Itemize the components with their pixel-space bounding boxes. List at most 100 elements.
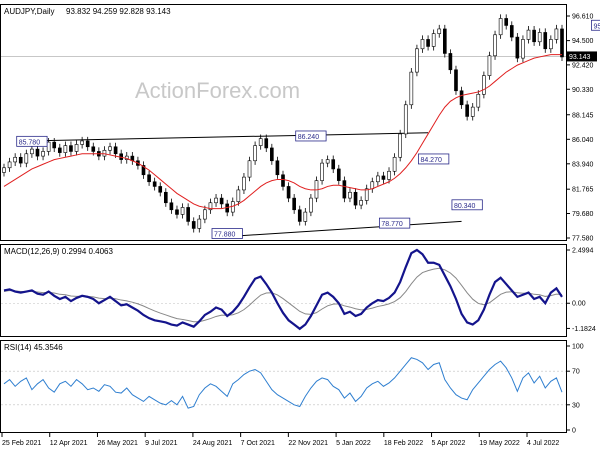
candle-body — [85, 140, 90, 148]
date-tick-label: 9 Jul 2021 — [145, 440, 177, 447]
candle-body — [376, 175, 380, 183]
candle-body — [437, 28, 442, 34]
ohlc-readout: 93.832 94.259 92.828 93.143 — [66, 7, 171, 16]
candle-body — [398, 133, 402, 158]
support-trendline — [227, 220, 462, 238]
candle-body — [147, 174, 151, 183]
last-price-label: 93.143 — [569, 54, 591, 61]
date-tick-label: 4 Jul 2022 — [527, 440, 559, 447]
price-tick-label: 83.940 — [572, 161, 594, 168]
candle-body — [270, 147, 274, 162]
candle-body — [470, 106, 475, 117]
candle-body — [454, 69, 458, 92]
candle-body — [57, 147, 62, 153]
date-tick-label: 24 Aug 2021 — [193, 440, 232, 447]
candle-body — [164, 191, 168, 204]
candle-body — [532, 29, 536, 43]
candle-body — [13, 156, 17, 163]
price-panel — [0, 4, 567, 241]
candle-body — [46, 141, 51, 152]
rsi-tick-label: 100 — [572, 344, 584, 351]
candle-body — [214, 197, 218, 204]
macd-tick-label: 0.00 — [572, 301, 586, 308]
price-label-box — [211, 228, 243, 239]
last-price-marker: 93.143 — [567, 51, 597, 62]
candle-body — [392, 156, 397, 172]
date-tick-label: 12 Apr 2021 — [50, 440, 88, 447]
resistance-trendline — [26, 132, 429, 142]
candle-body — [342, 180, 347, 199]
candle-body — [175, 209, 179, 215]
candle-body — [113, 146, 118, 155]
candle-body — [448, 53, 453, 71]
candle-body — [426, 39, 430, 47]
candle-body — [186, 207, 190, 222]
candle-body — [331, 159, 336, 170]
candle-body — [253, 145, 257, 162]
candle-body — [63, 145, 68, 153]
macd-title: MACD(12,26,9) 0.2994 0.4063 — [4, 247, 114, 256]
price-label-text: 77.880 — [214, 232, 236, 239]
candle-body — [348, 191, 352, 199]
candle-body — [158, 186, 163, 193]
date-tick-label: 25 Feb 2021 — [2, 440, 41, 447]
price-label-box — [451, 199, 483, 211]
candle-body — [292, 197, 296, 211]
price-label-text: 84.270 — [420, 157, 442, 164]
candle-body — [141, 165, 146, 176]
candle-body — [30, 148, 34, 155]
candle-body — [52, 141, 57, 149]
price-label-text: 85.780 — [19, 139, 41, 146]
candle-body — [275, 160, 280, 176]
candle-body — [152, 181, 157, 187]
price-tick-label: 81.765 — [572, 187, 594, 194]
macd-tick-label: 2.4994 — [572, 248, 594, 255]
price-tick-label: 94.500 — [572, 38, 594, 45]
candle-body — [309, 197, 313, 213]
candle-body — [102, 149, 107, 157]
candle-body — [264, 138, 269, 149]
price-tick-label: 79.680 — [572, 211, 594, 218]
candle-body — [80, 140, 84, 145]
price-tick-label: 86.040 — [572, 137, 594, 144]
candle-body — [203, 209, 207, 220]
last-price-box — [567, 51, 597, 62]
candle-body — [415, 48, 419, 73]
candle-body — [431, 33, 436, 47]
candle-body — [465, 104, 469, 117]
candle-body — [336, 168, 341, 181]
macd-axis-ticks: 2.4994 0.00 -1.1824 — [1, 248, 596, 333]
candle-body — [364, 188, 369, 201]
rsi-tick-label: 0 — [572, 428, 576, 435]
candle-body — [236, 189, 241, 202]
price-tick-label: 96.610 — [572, 14, 594, 21]
candle-body — [370, 181, 375, 190]
candle-body — [381, 175, 386, 180]
candle-body — [554, 28, 559, 40]
macd-line — [3, 248, 563, 331]
price-label-box — [16, 135, 48, 147]
candle-body — [493, 34, 497, 57]
date-tick-label: 5 Apr 2022 — [432, 440, 466, 447]
candle-body — [443, 28, 447, 54]
price-label-text: 86.240 — [298, 134, 320, 141]
candle-body — [169, 202, 174, 211]
price-axis-ticks: 96.610 94.500 92.420 90.330 88.145 86.040 83.9… — [566, 14, 594, 243]
candle-body — [258, 138, 263, 146]
candle-body — [420, 39, 425, 50]
watermark: ActionForex.com — [135, 78, 300, 103]
date-tick-label: 22 Nov 2021 — [288, 440, 328, 447]
candle-body — [543, 32, 548, 50]
candle-body — [91, 146, 96, 152]
date-tick-label: 18 Feb 2022 — [384, 440, 423, 447]
price-label-box — [591, 19, 600, 31]
candle-body — [459, 90, 464, 106]
date-tick-label: 7 Oct 2021 — [241, 440, 275, 447]
rsi-panel — [0, 340, 567, 433]
date-tick-label: 19 May 2022 — [479, 440, 520, 447]
price-level-labels: 85.780 86.240 77.880 78.770 84.270 80.340 95.7… — [16, 19, 600, 239]
candle-body — [409, 71, 414, 106]
candle-body — [297, 209, 302, 222]
candle-body — [247, 160, 252, 178]
candle-body — [41, 151, 45, 157]
